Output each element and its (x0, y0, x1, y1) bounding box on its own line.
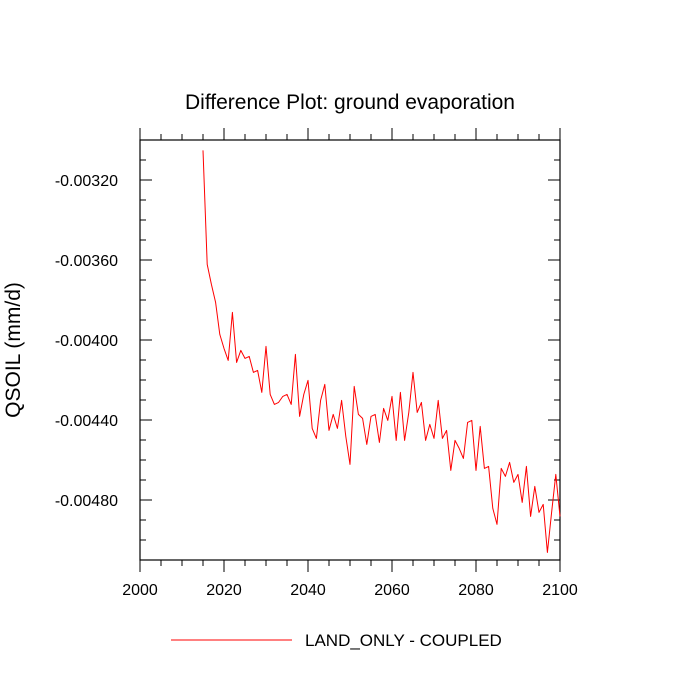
series-line (202, 150, 561, 553)
chart-title: Difference Plot: ground evaporation (185, 91, 515, 114)
y-tick-label: -0.00400 (55, 333, 118, 350)
x-tick-label: 2060 (374, 582, 410, 599)
y-tick-label: -0.00360 (55, 253, 118, 270)
legend: LAND_ONLY - COUPLED (171, 631, 502, 650)
y-tick-label: -0.00480 (55, 493, 118, 510)
x-tick-label: 2040 (290, 582, 326, 599)
y-tick-label: -0.00440 (55, 413, 118, 430)
x-tick-label: 2100 (542, 582, 578, 599)
x-tick-label: 2000 (122, 582, 158, 599)
plot-area: 2000 2020 2040 2060 2080 2100 -0.00320 -0.00360… (55, 128, 578, 599)
x-tick-label: 2020 (206, 582, 242, 599)
x-tick-label: 2080 (458, 582, 494, 599)
legend-label: LAND_ONLY - COUPLED (305, 631, 502, 650)
y-tick-label: -0.00320 (55, 173, 118, 190)
plot-frame (139, 139, 561, 561)
y-axis-label: QSOIL (mm/d) (2, 282, 25, 418)
